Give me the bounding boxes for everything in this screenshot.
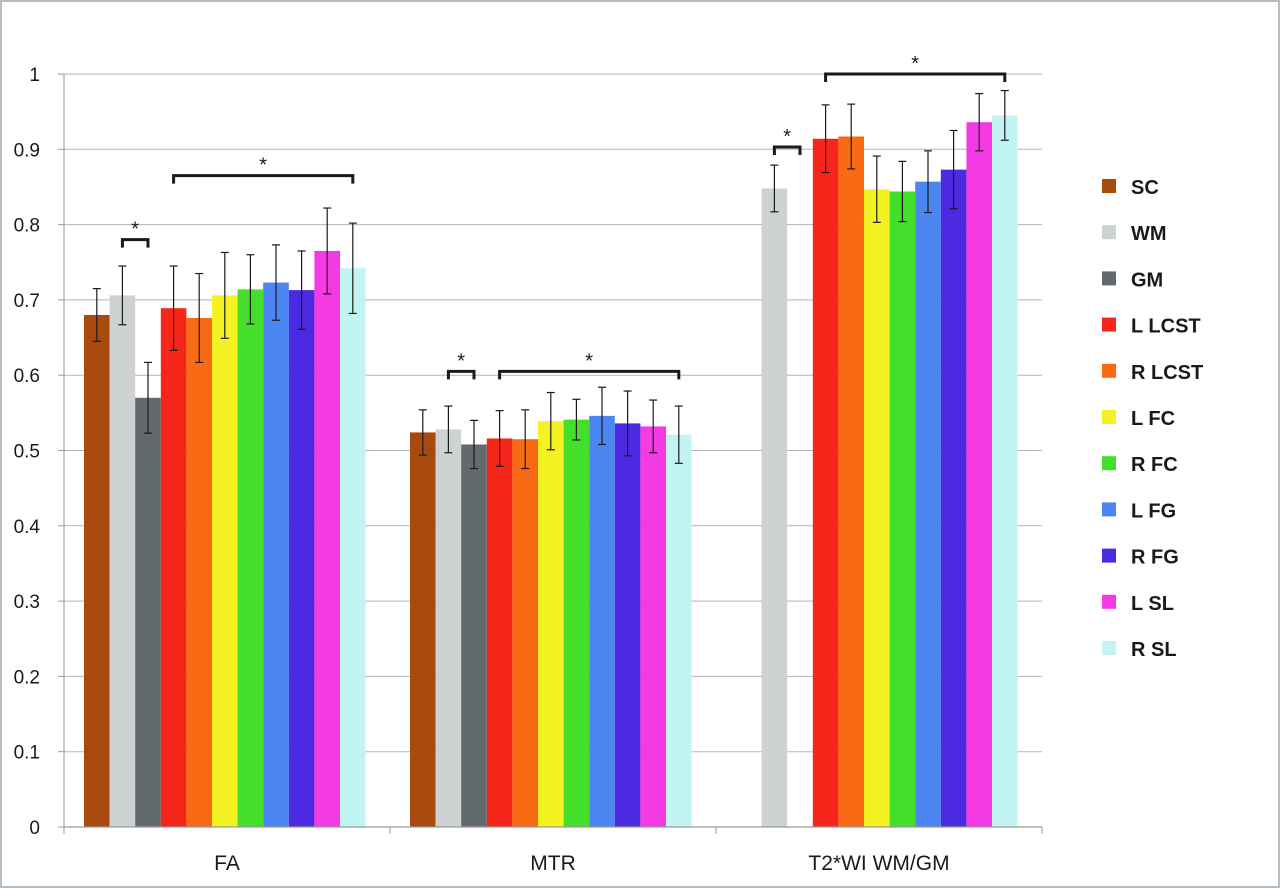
significance-bracket xyxy=(172,174,355,184)
legend-label: SC xyxy=(1131,177,1159,199)
bar xyxy=(915,181,941,827)
legend-label: L FC xyxy=(1131,408,1175,430)
legend-swatch xyxy=(1102,548,1116,563)
bar xyxy=(212,295,238,828)
significance-bracket xyxy=(772,145,802,156)
legend: SC WM GM L LCST R LCST L FC R FC L FG R FG L SL R … xyxy=(1102,177,1203,661)
significance-star: * xyxy=(911,53,919,75)
bar xyxy=(589,415,615,827)
legend-label: R FC xyxy=(1131,454,1178,476)
bar xyxy=(186,317,212,827)
y-tick-label: 0.4 xyxy=(14,517,41,538)
legend-swatch xyxy=(1102,317,1116,332)
significance-star: * xyxy=(259,155,267,177)
significance-star: * xyxy=(783,126,791,148)
bar xyxy=(966,122,992,827)
legend-label: GM xyxy=(1131,269,1163,291)
y-tick-label: 1 xyxy=(29,65,40,86)
legend-swatch xyxy=(1102,271,1116,286)
bar xyxy=(263,282,289,827)
bar xyxy=(992,115,1018,828)
bar xyxy=(889,191,916,827)
bar xyxy=(410,432,436,827)
legend-swatch xyxy=(1102,594,1116,609)
bar xyxy=(512,439,538,827)
bar xyxy=(237,289,264,827)
legend-swatch xyxy=(1102,641,1116,655)
significance-star: * xyxy=(585,350,593,372)
x-axis: FA MTR T2*WI WM/GM xyxy=(63,826,1043,875)
legend-label: R SL xyxy=(1131,639,1177,661)
bars xyxy=(84,115,1018,828)
y-axis: 0 0.1 0.2 0.3 0.4 0.5 0.6 0.7 0.8 0.9 1 xyxy=(14,65,65,839)
y-tick-label: 0 xyxy=(29,818,40,839)
significance-bracket xyxy=(446,369,476,380)
bar xyxy=(538,421,564,827)
bar xyxy=(109,295,136,828)
bar xyxy=(812,138,839,827)
y-tick-label: 0.1 xyxy=(14,743,40,764)
significance-bracket xyxy=(824,72,1007,82)
bar xyxy=(761,188,788,827)
bar xyxy=(666,434,692,827)
legend-label: R LCST xyxy=(1131,362,1203,384)
x-category-label: T2*WI WM/GM xyxy=(808,852,949,875)
significance-annotations: * * * * * * xyxy=(120,53,1007,380)
significance-star: * xyxy=(457,350,465,372)
significance-star: * xyxy=(131,219,139,241)
legend-label: L LCST xyxy=(1131,316,1201,338)
y-tick-label: 0.6 xyxy=(14,366,40,387)
legend-label: WM xyxy=(1131,223,1167,245)
error-bars xyxy=(92,89,1009,470)
legend-swatch xyxy=(1102,363,1116,378)
y-tick-label: 0.9 xyxy=(14,140,40,161)
y-tick-label: 0.2 xyxy=(14,667,40,688)
bar xyxy=(940,169,967,828)
legend-swatch xyxy=(1102,456,1116,471)
x-category-label: MTR xyxy=(530,852,576,875)
bar xyxy=(160,308,187,828)
bar xyxy=(838,136,864,827)
legend-swatch xyxy=(1102,179,1116,193)
y-tick-label: 0.8 xyxy=(14,216,40,237)
legend-label: L FG xyxy=(1131,500,1176,522)
bar xyxy=(640,426,666,827)
significance-bracket xyxy=(498,369,681,380)
bar xyxy=(435,429,462,827)
bar xyxy=(864,189,890,828)
legend-swatch xyxy=(1102,502,1116,517)
bar xyxy=(288,290,315,828)
legend-swatch xyxy=(1102,225,1116,240)
bar xyxy=(461,444,487,827)
x-category-label: FA xyxy=(214,852,240,875)
y-tick-label: 0.3 xyxy=(14,592,40,613)
bar xyxy=(84,314,110,828)
bar xyxy=(614,423,641,827)
legend-label: R FG xyxy=(1131,547,1179,569)
bar xyxy=(135,397,161,827)
legend-swatch xyxy=(1102,410,1116,424)
bar xyxy=(486,438,513,827)
bar xyxy=(314,250,340,827)
significance-bracket xyxy=(120,238,150,248)
legend-label: L SL xyxy=(1131,593,1174,615)
y-tick-label: 0.5 xyxy=(14,442,40,463)
y-tick-label: 0.7 xyxy=(14,291,40,312)
bar xyxy=(340,268,366,827)
bar xyxy=(563,419,590,827)
